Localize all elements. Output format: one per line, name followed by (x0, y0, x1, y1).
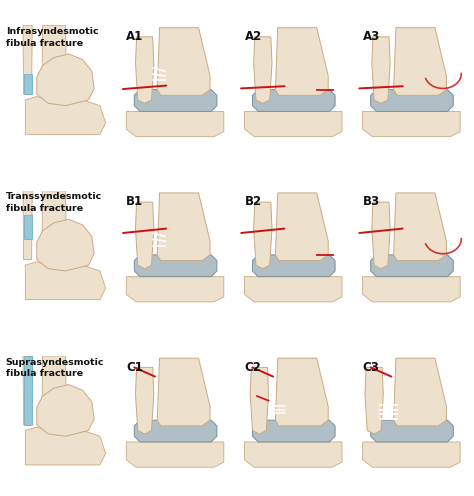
Polygon shape (253, 90, 335, 112)
Polygon shape (126, 442, 224, 467)
Text: A2: A2 (245, 30, 262, 43)
Polygon shape (393, 193, 447, 260)
Polygon shape (24, 73, 32, 94)
Polygon shape (371, 255, 453, 277)
Polygon shape (245, 442, 342, 467)
Polygon shape (134, 255, 217, 277)
Polygon shape (157, 358, 210, 426)
Polygon shape (157, 28, 210, 95)
Polygon shape (136, 37, 154, 103)
Polygon shape (275, 28, 328, 95)
Text: B2: B2 (245, 195, 262, 208)
Text: C2: C2 (245, 361, 261, 373)
Polygon shape (365, 368, 383, 434)
Text: B3: B3 (363, 195, 380, 208)
Polygon shape (253, 255, 335, 277)
Polygon shape (371, 420, 453, 442)
Polygon shape (372, 202, 390, 269)
Polygon shape (37, 384, 94, 436)
Polygon shape (363, 442, 460, 467)
Polygon shape (25, 262, 106, 300)
Polygon shape (275, 193, 328, 260)
Polygon shape (25, 97, 106, 134)
Polygon shape (275, 358, 328, 426)
Polygon shape (136, 368, 154, 434)
Text: C1: C1 (126, 361, 143, 373)
Text: Suprasyndesmotic
fibula fracture: Suprasyndesmotic fibula fracture (6, 358, 104, 378)
Polygon shape (134, 420, 217, 442)
Text: Infrasyndesmotic
fibula fracture: Infrasyndesmotic fibula fracture (6, 27, 99, 48)
Polygon shape (37, 219, 94, 271)
Polygon shape (24, 356, 32, 425)
Text: Transsyndesmotic
fibula fracture: Transsyndesmotic fibula fracture (6, 192, 102, 213)
Polygon shape (42, 190, 67, 259)
Polygon shape (23, 190, 32, 259)
Polygon shape (25, 427, 106, 465)
Polygon shape (253, 420, 335, 442)
Polygon shape (245, 277, 342, 302)
Polygon shape (254, 37, 272, 103)
Polygon shape (254, 202, 272, 269)
Polygon shape (371, 90, 453, 112)
Polygon shape (42, 25, 67, 94)
Polygon shape (250, 368, 269, 434)
Polygon shape (134, 90, 217, 112)
Text: B1: B1 (126, 195, 144, 208)
Polygon shape (42, 356, 67, 425)
Polygon shape (136, 202, 154, 269)
Polygon shape (245, 112, 342, 136)
Polygon shape (157, 193, 210, 260)
Polygon shape (126, 112, 224, 136)
Polygon shape (23, 25, 32, 94)
Polygon shape (393, 28, 447, 95)
Polygon shape (37, 54, 94, 106)
Text: A3: A3 (363, 30, 380, 43)
Polygon shape (372, 37, 390, 103)
Polygon shape (363, 277, 460, 302)
Text: A1: A1 (126, 30, 144, 43)
Polygon shape (363, 112, 460, 136)
Polygon shape (393, 358, 447, 426)
Polygon shape (126, 277, 224, 302)
Polygon shape (24, 215, 32, 239)
Text: C3: C3 (363, 361, 380, 373)
Polygon shape (23, 356, 32, 425)
